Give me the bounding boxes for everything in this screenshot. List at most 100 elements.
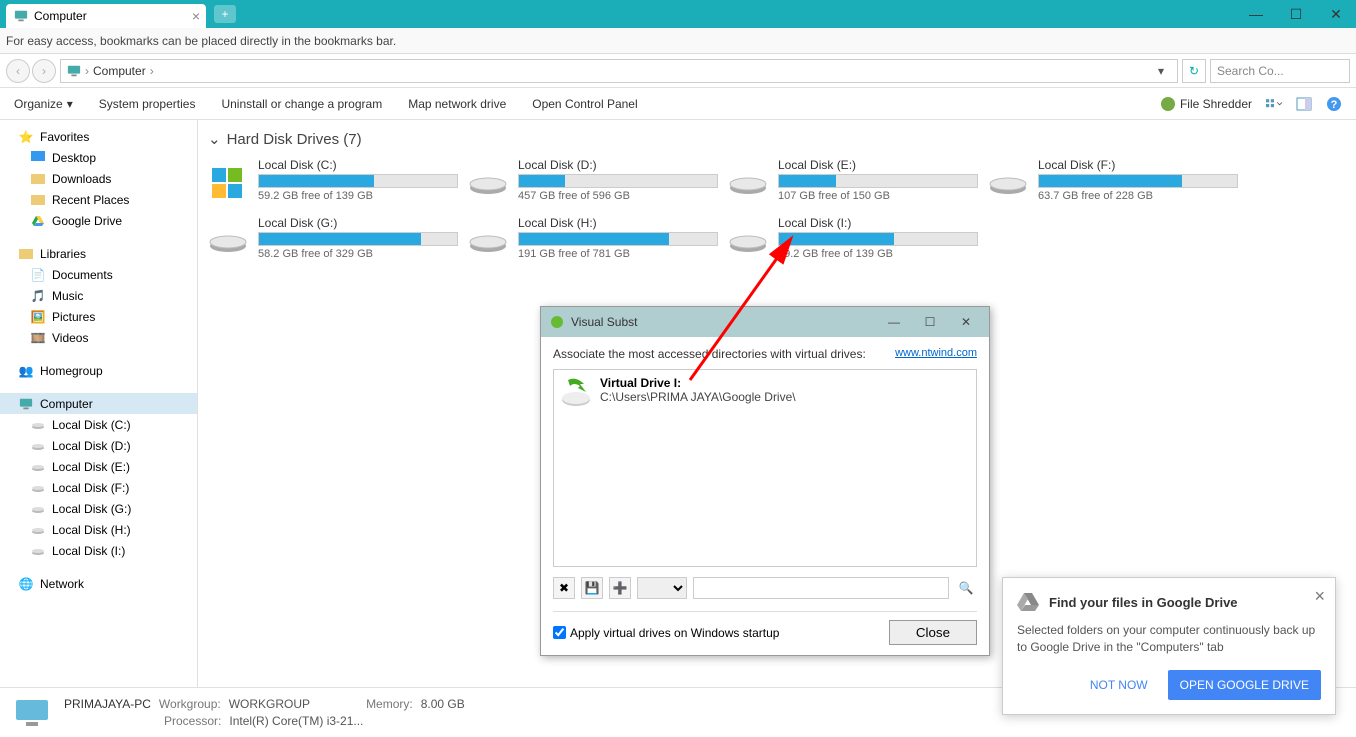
section-header[interactable]: ⌄ Hard Disk Drives (7) — [208, 130, 1356, 148]
computer-icon — [14, 698, 50, 728]
sidebar-network[interactable]: 🌐Network — [0, 573, 197, 594]
breadcrumb[interactable]: Computer — [93, 64, 146, 78]
close-button[interactable]: ✕ — [1316, 0, 1356, 28]
browse-button[interactable]: 🔍 — [955, 577, 977, 599]
sidebar-libraries[interactable]: Libraries — [0, 243, 197, 264]
save-button[interactable]: 💾 — [581, 577, 603, 599]
map-network-drive-button[interactable]: Map network drive — [408, 97, 506, 111]
bookmarks-info-bar: For easy access, bookmarks can be placed… — [0, 28, 1356, 54]
disk-icon — [728, 162, 768, 202]
disk-icon — [30, 459, 46, 475]
sidebar-item-recent[interactable]: Recent Places — [0, 189, 197, 210]
drive-item[interactable]: Local Disk (C:)59.2 GB free of 139 GB — [208, 156, 458, 208]
disk-icon — [30, 522, 46, 538]
drive-item[interactable]: Local Disk (G:)58.2 GB free of 329 GB — [208, 214, 458, 266]
usage-bar — [778, 174, 978, 188]
delete-button[interactable]: ✖ — [553, 577, 575, 599]
drive-item[interactable]: Local Disk (I:)59.2 GB free of 139 GB — [728, 214, 978, 266]
open-gdrive-button[interactable]: OPEN GOOGLE DRIVE — [1168, 670, 1321, 700]
shredder-icon — [1160, 96, 1176, 112]
drive-name: Local Disk (I:) — [778, 216, 978, 230]
new-tab-button[interactable]: + — [214, 5, 236, 23]
sidebar-favorites[interactable]: ⭐ Favorites — [0, 126, 197, 147]
dialog-title: Visual Subst — [571, 315, 873, 329]
drive-name: Local Disk (D:) — [518, 158, 718, 172]
gdrive-icon — [30, 213, 46, 229]
sidebar-item-documents[interactable]: 📄Documents — [0, 264, 197, 285]
virtual-drive-item[interactable]: Virtual Drive I: C:\Users\PRIMA JAYA\Goo… — [560, 376, 970, 408]
add-button[interactable]: ➕ — [609, 577, 631, 599]
address-bar[interactable]: › Computer › ▾ — [60, 59, 1178, 83]
uninstall-program-button[interactable]: Uninstall or change a program — [221, 97, 382, 111]
sidebar-item-drive[interactable]: Local Disk (E:) — [0, 456, 197, 477]
tab-close-icon[interactable]: × — [192, 8, 200, 24]
info-text: For easy access, bookmarks can be placed… — [6, 34, 396, 48]
address-dropdown-icon[interactable]: ▾ — [1151, 64, 1171, 78]
startup-checkbox[interactable] — [553, 626, 566, 639]
dialog-website-link[interactable]: www.ntwind.com — [895, 347, 977, 359]
dialog-maximize-button[interactable]: ☐ — [915, 310, 945, 334]
organize-menu[interactable]: Organize ▾ — [14, 97, 73, 111]
sidebar-computer[interactable]: Computer — [0, 393, 197, 414]
sidebar-item-downloads[interactable]: Downloads — [0, 168, 197, 189]
file-shredder-button[interactable]: File Shredder — [1160, 96, 1252, 112]
usage-bar — [258, 232, 458, 246]
disk-icon — [728, 220, 768, 260]
network-icon: 🌐 — [18, 576, 34, 592]
nav-forward-button[interactable]: › — [32, 59, 56, 83]
disk-icon — [468, 162, 508, 202]
sidebar-item-videos[interactable]: 🎞️Videos — [0, 327, 197, 348]
svg-text:?: ? — [1331, 99, 1338, 111]
window-titlebar: Computer × + — ☐ ✕ — [0, 0, 1356, 28]
drive-item[interactable]: Local Disk (D:) 457 GB free of 596 GB — [468, 156, 718, 208]
vd-path: C:\Users\PRIMA JAYA\Google Drive\ — [600, 390, 796, 404]
downloads-icon — [30, 171, 46, 187]
browser-tab[interactable]: Computer × — [6, 4, 206, 28]
dialog-titlebar[interactable]: Visual Subst — ☐ ✕ — [541, 307, 989, 337]
drive-item[interactable]: Local Disk (H:)191 GB free of 781 GB — [468, 214, 718, 266]
dialog-close-action[interactable]: Close — [889, 620, 977, 645]
maximize-button[interactable]: ☐ — [1276, 0, 1316, 28]
star-icon: ⭐ — [18, 129, 34, 145]
disk-icon — [30, 480, 46, 496]
drive-name: Local Disk (F:) — [1038, 158, 1238, 172]
drive-free-text: 59.2 GB free of 139 GB — [258, 190, 458, 202]
drive-letter-select[interactable] — [637, 577, 687, 599]
system-properties-button[interactable]: System properties — [99, 97, 196, 111]
nav-back-button[interactable]: ‹ — [6, 59, 30, 83]
sidebar-item-drive[interactable]: Local Disk (H:) — [0, 519, 197, 540]
preview-pane-icon[interactable] — [1296, 96, 1312, 112]
drive-free-text: 63.7 GB free of 228 GB — [1038, 190, 1238, 202]
sidebar-item-desktop[interactable]: Desktop — [0, 147, 197, 168]
sidebar-item-drive[interactable]: Local Disk (F:) — [0, 477, 197, 498]
sidebar-item-drive[interactable]: Local Disk (G:) — [0, 498, 197, 519]
popup-close-icon[interactable]: × — [1314, 586, 1325, 607]
drive-item[interactable]: Local Disk (F:) 63.7 GB free of 228 GB — [988, 156, 1238, 208]
help-icon[interactable]: ? — [1326, 96, 1342, 112]
drive-arrow-icon — [560, 376, 592, 408]
virtual-drives-list[interactable]: Virtual Drive I: C:\Users\PRIMA JAYA\Goo… — [553, 369, 977, 567]
app-icon — [549, 314, 565, 330]
not-now-button[interactable]: NOT NOW — [1078, 670, 1160, 700]
sidebar-item-drive[interactable]: Local Disk (C:) — [0, 414, 197, 435]
startup-checkbox-row[interactable]: Apply virtual drives on Windows startup — [553, 626, 779, 640]
sidebar-homegroup[interactable]: 👥Homegroup — [0, 360, 197, 381]
view-options-icon[interactable] — [1266, 96, 1282, 112]
sidebar-item-gdrive[interactable]: Google Drive — [0, 210, 197, 231]
drive-free-text: 457 GB free of 596 GB — [518, 190, 718, 202]
sidebar-item-music[interactable]: 🎵Music — [0, 285, 197, 306]
drive-item[interactable]: Local Disk (E:)107 GB free of 150 GB — [728, 156, 978, 208]
sidebar-item-drive[interactable]: Local Disk (I:) — [0, 540, 197, 561]
minimize-button[interactable]: — — [1236, 0, 1276, 28]
search-input[interactable]: Search Co... — [1210, 59, 1350, 83]
open-control-panel-button[interactable]: Open Control Panel — [532, 97, 637, 111]
sidebar-item-pictures[interactable]: 🖼️Pictures — [0, 306, 197, 327]
sidebar-item-drive[interactable]: Local Disk (D:) — [0, 435, 197, 456]
disk-icon — [30, 417, 46, 433]
dialog-close-button[interactable]: ✕ — [951, 310, 981, 334]
pictures-icon: 🖼️ — [30, 309, 46, 325]
refresh-button[interactable]: ↻ — [1182, 59, 1206, 83]
path-input[interactable] — [693, 577, 949, 599]
dialog-minimize-button[interactable]: — — [879, 310, 909, 334]
disk-icon — [30, 501, 46, 517]
